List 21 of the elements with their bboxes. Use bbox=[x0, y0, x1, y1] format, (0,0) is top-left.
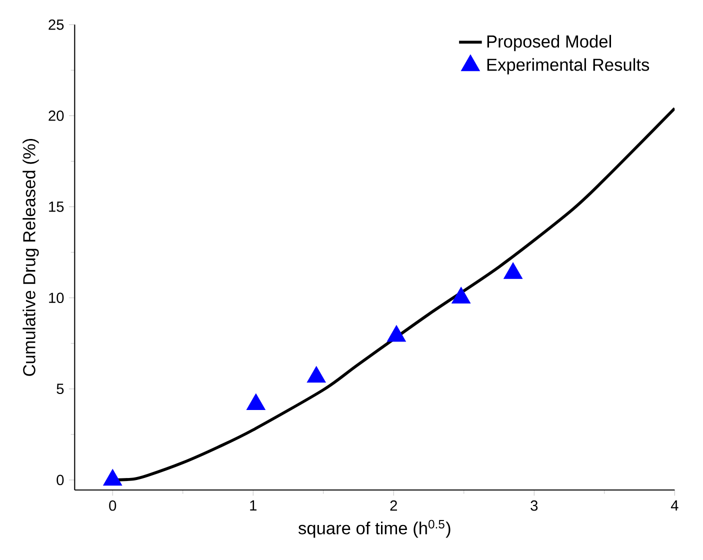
point bbox=[103, 469, 122, 486]
x-axis-title: square of time (h$^{0.5}$) bbox=[298, 520, 450, 538]
y-tick-label: 5 bbox=[56, 384, 64, 394]
point bbox=[386, 325, 406, 342]
x-tick-label: 3 bbox=[530, 500, 538, 511]
point bbox=[306, 366, 326, 383]
x-tick-label: 0 bbox=[109, 500, 116, 511]
y-tick-label: 20 bbox=[48, 110, 64, 121]
x-tick-label: 2 bbox=[390, 500, 397, 511]
x-tick-label: 4 bbox=[670, 500, 678, 510]
y-tick-label: 0 bbox=[56, 474, 64, 486]
y-tick-label: 15 bbox=[49, 202, 64, 212]
x-tick-label: 1 bbox=[250, 500, 256, 510]
point bbox=[246, 393, 266, 410]
y-axis-title: Cumulative Drug Released (%) bbox=[22, 138, 39, 376]
point bbox=[452, 286, 471, 304]
legend-label: Proposed Model bbox=[487, 34, 611, 52]
y-tick-label: 10 bbox=[49, 292, 64, 304]
legend-label: Experimental Results bbox=[487, 58, 650, 74]
y-tick-label: 25 bbox=[48, 19, 64, 30]
point bbox=[504, 262, 523, 279]
